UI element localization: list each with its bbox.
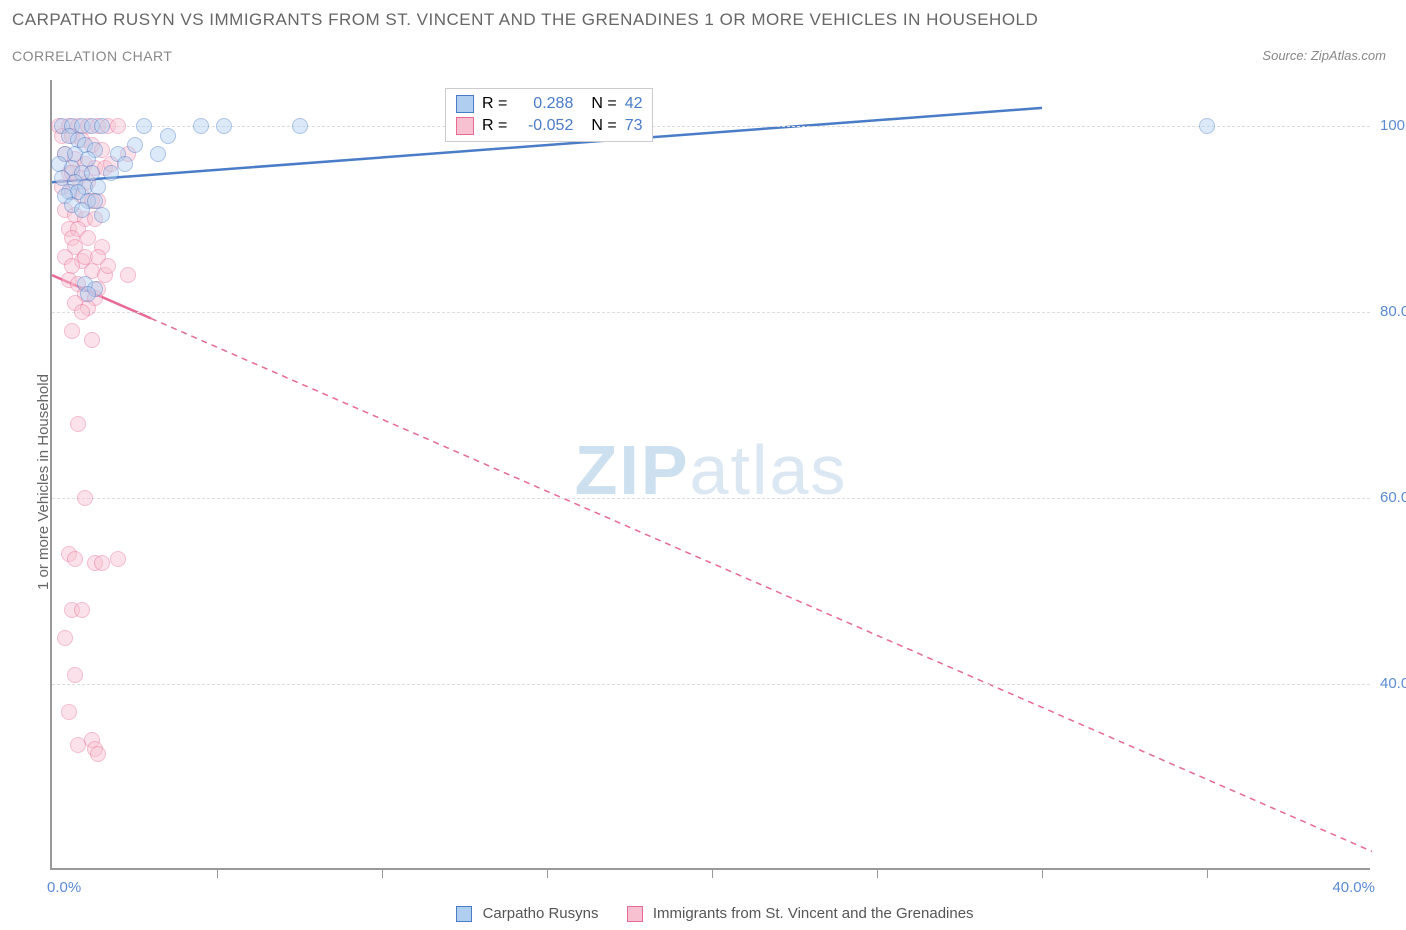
source-value: ZipAtlas.com (1311, 48, 1386, 63)
y-tick-label: 80.0% (1380, 303, 1406, 320)
data-point-blue (80, 286, 96, 302)
gridline (52, 312, 1370, 313)
x-tick (1207, 868, 1208, 878)
data-point-pink (110, 118, 126, 134)
y-tick-label: 40.0% (1380, 675, 1406, 692)
x-tick (217, 868, 218, 878)
r-value-pink: -0.052 (515, 117, 573, 135)
data-point-pink (70, 737, 86, 753)
legend-label-blue: Carpatho Rusyns (483, 905, 599, 922)
x-tick (877, 868, 878, 878)
x-tick (547, 868, 548, 878)
data-point-blue (136, 118, 152, 134)
swatch-blue (456, 95, 474, 113)
series-legend: Carpatho Rusyns Immigrants from St. Vinc… (0, 905, 1406, 922)
r-value-blue: 0.288 (515, 95, 573, 113)
data-point-pink (57, 630, 73, 646)
gridline (52, 684, 1370, 685)
data-point-pink (64, 323, 80, 339)
data-point-pink (74, 602, 90, 618)
trend-lines-svg (52, 80, 1372, 870)
r-label: R = (482, 117, 507, 135)
n-label: N = (591, 95, 616, 113)
data-point-pink (67, 667, 83, 683)
data-point-pink (67, 551, 83, 567)
x-tick (382, 868, 383, 878)
swatch-pink (627, 906, 643, 922)
data-point-pink (120, 267, 136, 283)
n-value-blue: 42 (625, 95, 643, 113)
data-point-pink (77, 490, 93, 506)
data-point-blue (160, 128, 176, 144)
gridline (52, 498, 1370, 499)
data-point-blue (94, 207, 110, 223)
chart-plot-area: ZIPatlas 40.0%60.0%80.0%100.0%0.0%40.0% (50, 80, 1370, 870)
legend-label-pink: Immigrants from St. Vincent and the Gren… (653, 905, 974, 922)
data-point-blue (127, 137, 143, 153)
chart-title: CARPATHO RUSYN VS IMMIGRANTS FROM ST. VI… (12, 10, 1038, 30)
gridline (52, 126, 1370, 127)
data-point-pink (100, 258, 116, 274)
x-tick-label: 40.0% (1332, 879, 1375, 896)
swatch-blue (456, 906, 472, 922)
r-label: R = (482, 95, 507, 113)
data-point-blue (74, 202, 90, 218)
source-label: Source: (1262, 48, 1307, 63)
data-point-blue (292, 118, 308, 134)
data-point-blue (117, 156, 133, 172)
data-point-blue (216, 118, 232, 134)
chart-subtitle: CORRELATION CHART (12, 48, 172, 64)
y-tick-label: 60.0% (1380, 489, 1406, 506)
swatch-pink (456, 117, 474, 135)
stats-legend: R = 0.288 N = 42 R = -0.052 N = 73 (445, 88, 653, 142)
x-tick-label: 0.0% (47, 879, 81, 896)
data-point-pink (74, 304, 90, 320)
n-label: N = (591, 117, 616, 135)
data-point-pink (90, 746, 106, 762)
x-tick (1042, 868, 1043, 878)
data-point-blue (94, 118, 110, 134)
x-tick (712, 868, 713, 878)
source-attribution: Source: ZipAtlas.com (1262, 48, 1386, 63)
data-point-blue (193, 118, 209, 134)
y-tick-label: 100.0% (1380, 117, 1406, 134)
stats-row-pink: R = -0.052 N = 73 (456, 115, 642, 137)
data-point-pink (61, 704, 77, 720)
stats-row-blue: R = 0.288 N = 42 (456, 93, 642, 115)
data-point-blue (150, 146, 166, 162)
data-point-blue (1199, 118, 1215, 134)
data-point-pink (94, 555, 110, 571)
n-value-pink: 73 (625, 117, 643, 135)
data-point-pink (70, 416, 86, 432)
data-point-pink (84, 332, 100, 348)
data-point-pink (110, 551, 126, 567)
